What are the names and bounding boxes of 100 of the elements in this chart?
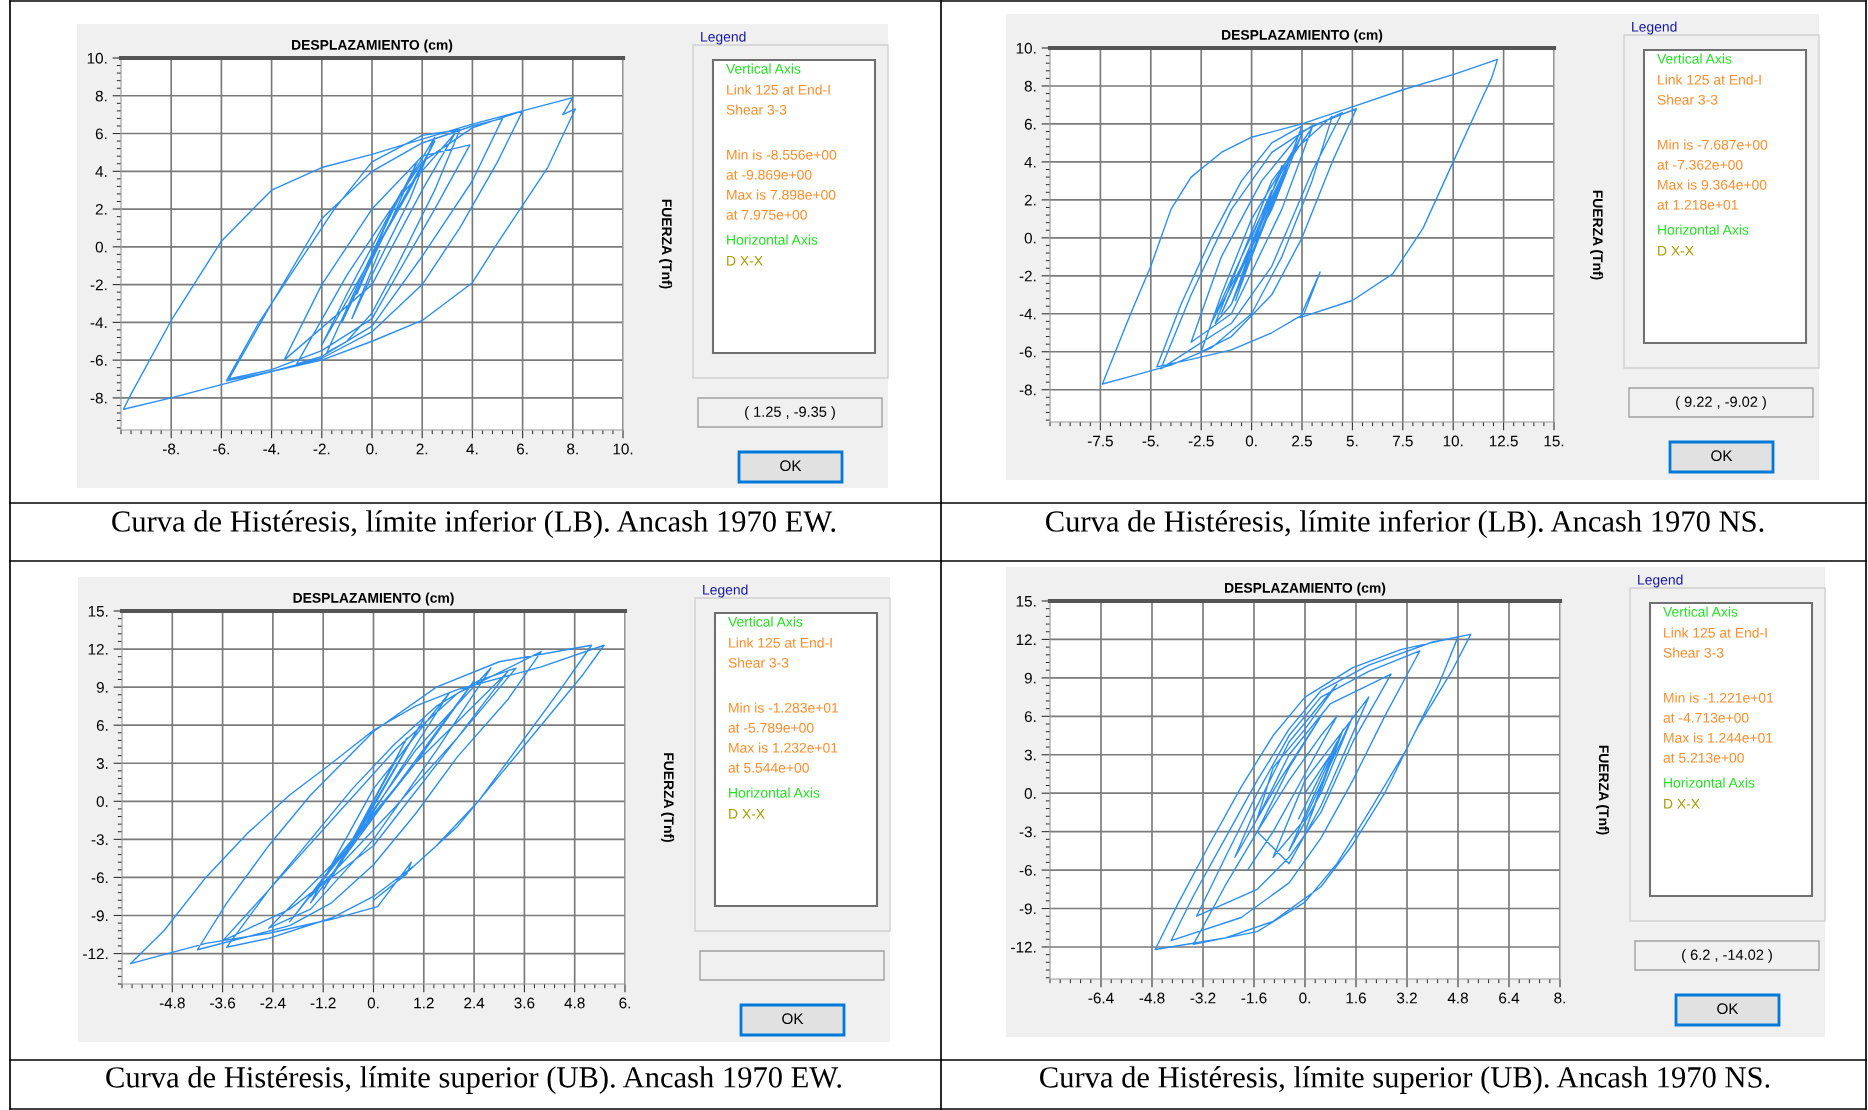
text: Max is 9.364e+00 [1658, 179, 1767, 190]
text: Horizontal Axis [1664, 777, 1755, 788]
text: D X-X [1658, 246, 1694, 256]
x-tick-label: 0. [367, 997, 379, 1009]
x-tick-label: 8. [1554, 992, 1565, 1004]
text: Horizontal Axis [727, 234, 818, 245]
text: Min is -7.687e+00 [1658, 139, 1768, 150]
y-tick-label: 15. [1016, 596, 1036, 607]
y-tick-label: 9. [96, 681, 108, 693]
chart-title: DESPLAZAMIENTO (cm) [292, 39, 453, 53]
line-series [1154, 633, 1472, 951]
x-tick-label: -4.8 [159, 997, 185, 1009]
y-tick-label: 15. [88, 606, 108, 617]
y-tick-label: -3. [1019, 826, 1036, 838]
x-tick-label: 10. [1443, 435, 1463, 447]
x-tick-label: -5. [1142, 435, 1159, 447]
x-tick-label: -6. [213, 443, 229, 455]
text: Vertical Axis [728, 616, 803, 627]
y-tick-label: 3. [96, 758, 108, 769]
text: Shear 3-3 [1657, 94, 1718, 105]
y-axis-title: FUERZA (Tnf) [1590, 190, 1604, 280]
y-tick-label: -9. [1019, 903, 1036, 915]
x-tick-label: 6.4 [1499, 992, 1520, 1004]
text: Link 125 at End-I [1658, 74, 1761, 85]
text: ( 6.2 , -14.02 ) [1682, 949, 1772, 963]
line-series [1101, 58, 1499, 385]
text: Shear 3-3 [1663, 647, 1724, 658]
y-tick-label: 8. [95, 90, 107, 102]
y-tick-label: -9. [91, 910, 108, 922]
y-tick-label: -12. [1011, 941, 1036, 953]
text: at 5.213e+00 [1663, 752, 1744, 763]
text: at -5.789e+00 [728, 722, 814, 733]
x-tick-label: -6.4 [1088, 992, 1114, 1004]
x-tick-label: 0. [1299, 992, 1310, 1004]
y-tick-label: 12. [88, 643, 108, 655]
text: Legend [1638, 574, 1683, 588]
text: Curva de Histéresis, límite inferior (LB). Ancash 1970 NS. [1046, 509, 1764, 539]
y-tick-label: -6. [1019, 864, 1036, 876]
y-tick-label: 8. [1024, 80, 1036, 92]
text: Vertical Axis [1663, 606, 1738, 617]
x-tick-label: -3.2 [1190, 992, 1216, 1004]
text: Link 125 at End-I [729, 637, 832, 648]
x-tick-label: -8. [162, 443, 179, 455]
x-tick-label: -1.6 [1241, 992, 1267, 1004]
chart-title: DESPLAZAMIENTO (cm) [1222, 29, 1383, 43]
x-tick-label: 1.2 [414, 997, 434, 1009]
chart-title: DESPLAZAMIENTO (cm) [1225, 582, 1386, 596]
x-tick-label: -4.8 [1139, 992, 1165, 1004]
text: Min is -1.283e+01 [729, 702, 839, 713]
text: at 7.975e+00 [726, 209, 807, 220]
y-tick-label: 6. [96, 720, 108, 731]
text: Min is -1.221e+01 [1664, 692, 1774, 703]
x-tick-label: 5. [1346, 435, 1358, 447]
x-tick-label: 2. [416, 443, 428, 455]
x-tick-label: -4. [263, 443, 280, 455]
x-tick-label: 1.6 [1346, 992, 1366, 1004]
y-tick-label: 3. [1024, 749, 1036, 761]
text: Curva de Histéresis, límite inferior (LB). Ancash 1970 EW. [112, 509, 836, 539]
text: ( 1.25 , -9.35 ) [745, 406, 835, 420]
x-tick-label: -1.2 [310, 997, 336, 1009]
text: D X-X [727, 256, 763, 266]
text: at -4.713e+00 [1663, 712, 1749, 723]
x-tick-label: 7.5 [1392, 435, 1413, 447]
y-tick-label: 4. [95, 166, 107, 177]
y-tick-label: 6. [95, 128, 107, 140]
x-tick-label: 0. [366, 443, 377, 455]
x-tick-label: -2.4 [260, 997, 286, 1009]
x-tick-label: 12.5 [1489, 435, 1518, 447]
y-tick-label: -12. [83, 948, 108, 960]
y-tick-label: 12. [1016, 634, 1036, 645]
x-tick-label: 2.5 [1292, 435, 1312, 447]
text: at 5.544e+00 [728, 762, 809, 773]
y-tick-label: 6. [1024, 711, 1036, 723]
y-tick-label: 9. [1024, 672, 1036, 684]
x-tick-label: 3.2 [1396, 992, 1417, 1004]
text: OK [780, 460, 802, 472]
y-tick-label: -6. [90, 355, 107, 366]
x-tick-label: 15. [1544, 435, 1564, 447]
y-tick-label: 0. [1024, 788, 1036, 799]
y-axis-title: FUERZA (Tnf) [661, 753, 675, 843]
y-tick-label: 0. [95, 241, 107, 253]
y-tick-label: 10. [1016, 42, 1036, 54]
text: OK [782, 1013, 804, 1025]
y-tick-label: -3. [91, 834, 108, 846]
line-series [129, 644, 605, 965]
text: Horizontal Axis [1658, 224, 1749, 235]
x-tick-label: 4. [466, 443, 478, 455]
y-axis-title: FUERZA (Tnf) [1596, 745, 1610, 835]
text: D X-X [729, 809, 765, 819]
x-tick-label: 8. [567, 443, 578, 455]
x-tick-label: 6. [619, 997, 630, 1009]
x-tick-label: 0. [1245, 435, 1257, 447]
y-tick-label: 6. [1024, 118, 1036, 130]
y-tick-label: 2. [95, 203, 107, 215]
text: Link 125 at End-I [1664, 627, 1767, 638]
text: Horizontal Axis [729, 787, 820, 798]
text: Max is 1.232e+01 [729, 742, 838, 753]
text: OK [1717, 1003, 1739, 1015]
y-tick-label: -8. [1019, 384, 1036, 396]
x-tick-label: 6. [517, 443, 528, 455]
